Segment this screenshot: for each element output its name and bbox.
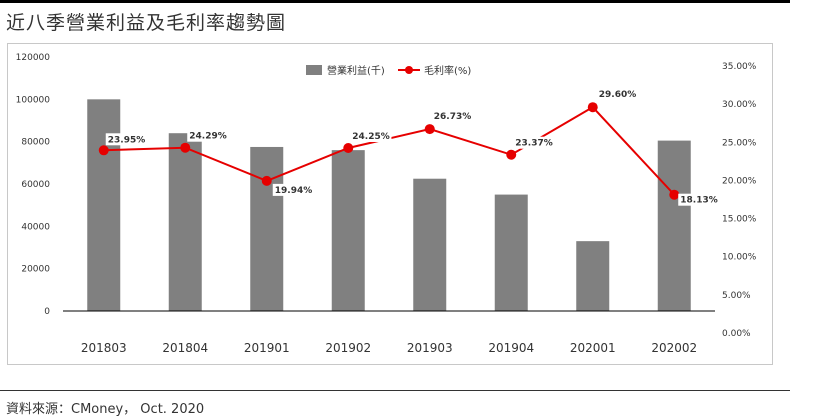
bar xyxy=(250,146,284,311)
bar xyxy=(576,241,610,311)
bar xyxy=(331,150,365,311)
legend-swatch-bar xyxy=(306,65,322,75)
x-tick-label: 201903 xyxy=(407,341,453,355)
data-label: 23.37% xyxy=(515,139,553,149)
bar xyxy=(87,99,121,311)
x-tick-label: 202002 xyxy=(651,341,697,355)
bar xyxy=(413,178,447,311)
line-point xyxy=(261,175,272,186)
data-label-bg xyxy=(431,110,473,123)
y-left-tick-label: 80000 xyxy=(21,138,50,148)
data-label-bg xyxy=(350,130,392,143)
y-right-tick-label: 10.00% xyxy=(722,253,757,263)
x-tick-label: 202001 xyxy=(570,341,616,355)
legend-label-bar: 營業利益(千) xyxy=(327,64,385,77)
y-right-tick-label: 30.00% xyxy=(722,100,757,110)
source-note: 資料來源：CMoney， Oct. 2020 xyxy=(6,402,205,417)
line-point xyxy=(98,145,109,156)
y-right-tick-label: 20.00% xyxy=(722,176,757,186)
data-label: 19.94% xyxy=(275,186,313,196)
data-label-bg xyxy=(678,193,720,206)
data-label: 18.13% xyxy=(680,196,718,206)
y-left-tick-label: 0 xyxy=(44,307,50,317)
data-label-bg xyxy=(105,133,147,146)
line-point xyxy=(587,102,598,113)
y-right-tick-label: 25.00% xyxy=(722,138,757,148)
line-point xyxy=(669,189,680,200)
y-right-tick-label: 5.00% xyxy=(722,291,751,301)
data-label-bg xyxy=(596,88,638,101)
data-label-bg xyxy=(272,183,314,196)
x-tick-label: 201904 xyxy=(488,341,534,355)
bar xyxy=(657,140,691,311)
legend-marker-line xyxy=(405,66,413,74)
data-label: 26.73% xyxy=(434,112,472,122)
data-label: 23.95% xyxy=(108,135,146,145)
data-label-bg xyxy=(513,136,555,149)
y-right-tick-label: 15.00% xyxy=(722,215,757,225)
y-left-tick-label: 40000 xyxy=(21,222,50,232)
y-right-tick-label: 0.00% xyxy=(722,329,751,339)
data-label: 29.60% xyxy=(599,90,637,100)
bottom-rule xyxy=(0,390,790,391)
top-rule xyxy=(0,0,790,3)
y-right-tick-label: 35.00% xyxy=(722,62,757,72)
x-tick-label: 201901 xyxy=(244,341,290,355)
x-tick-label: 201902 xyxy=(325,341,371,355)
x-tick-label: 201803 xyxy=(81,341,127,355)
legend-label-line: 毛利率(%) xyxy=(424,64,471,77)
bar xyxy=(494,194,528,311)
data-label: 24.29% xyxy=(189,132,227,142)
y-left-tick-label: 120000 xyxy=(16,53,51,63)
x-tick-label: 201804 xyxy=(162,341,208,355)
page-title: 近八季營業利益及毛利率趨勢圖 xyxy=(6,12,287,34)
data-label: 24.25% xyxy=(352,132,390,142)
combo-chart: 0 20000 40000 60000 80000 100000 120000 0.00% 5.… xyxy=(16,53,757,355)
line-point xyxy=(180,142,191,153)
line-point xyxy=(424,124,435,135)
y-left-tick-label: 20000 xyxy=(21,265,50,275)
y-left-tick-label: 100000 xyxy=(16,95,51,105)
line-point xyxy=(506,149,517,160)
y-left-tick-label: 60000 xyxy=(21,180,50,190)
line-point xyxy=(343,143,354,154)
data-label-bg xyxy=(187,129,229,142)
bar xyxy=(168,133,202,311)
